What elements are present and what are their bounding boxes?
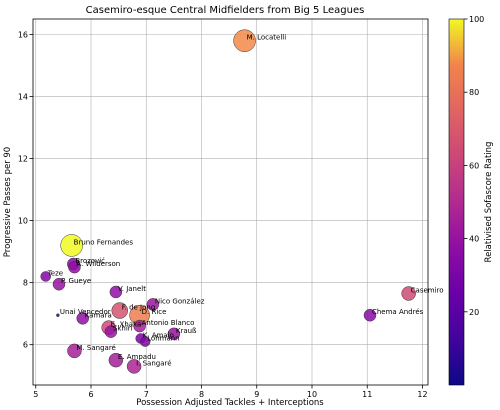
colorbar-gradient bbox=[448, 18, 465, 386]
x-tick-label: 8 bbox=[199, 390, 204, 399]
data-point bbox=[76, 312, 89, 325]
data-point bbox=[68, 260, 81, 274]
point-label: M. Locatelli bbox=[247, 34, 287, 42]
colorbar-tick-label: 80 bbox=[469, 88, 479, 97]
point-label: A. Wilderson bbox=[76, 260, 120, 268]
data-point bbox=[126, 359, 142, 374]
x-axis-label: Possession Adjusted Tackles + Intercepti… bbox=[136, 398, 324, 408]
grid bbox=[33, 19, 428, 385]
point-label: Brozović bbox=[75, 257, 105, 265]
y-tick-label: 6 bbox=[23, 341, 28, 350]
data-point bbox=[233, 29, 256, 52]
data-points bbox=[40, 29, 416, 374]
plot-frame bbox=[32, 18, 429, 386]
data-point bbox=[363, 308, 377, 322]
data-point bbox=[133, 319, 146, 333]
x-tick-label: 10 bbox=[307, 390, 317, 399]
point-label: Kamara bbox=[85, 311, 112, 319]
data-point bbox=[109, 285, 123, 299]
x-tick-label: 7 bbox=[144, 390, 149, 399]
y-tick-label: 16 bbox=[18, 31, 28, 40]
colorbar-tick-label: 60 bbox=[469, 161, 479, 170]
y-tick-label: 12 bbox=[18, 155, 28, 164]
colorbar-ticks: 20 40 60 80 100 bbox=[464, 15, 484, 317]
colorbar: 20 40 60 80 100 Relativised Sofascore Rating bbox=[448, 15, 494, 386]
y-tick-label: 8 bbox=[23, 279, 28, 288]
point-label: Casemiro bbox=[411, 287, 444, 295]
point-label: E. Ampadu bbox=[118, 353, 156, 361]
x-tick-label: 11 bbox=[362, 390, 372, 399]
data-point bbox=[40, 271, 51, 282]
point-label: K. Amajo bbox=[143, 331, 174, 339]
chart-title: Casemiro-esque Central Midfielders from … bbox=[86, 5, 365, 16]
data-point bbox=[139, 336, 151, 347]
data-point bbox=[167, 327, 181, 341]
point-label: P. Gueye bbox=[61, 277, 91, 285]
point-label: I. Sangaré bbox=[136, 359, 171, 367]
colorbar-label: Relativised Sofascore Rating bbox=[484, 142, 494, 263]
data-point bbox=[111, 302, 128, 319]
point-label: Lohmann bbox=[147, 335, 179, 343]
y-axis-label: Progressive Passes per 90 bbox=[3, 147, 13, 257]
data-point bbox=[146, 298, 160, 311]
y-axis-ticks: 6 8 10 12 14 16 bbox=[18, 31, 33, 350]
x-tick-label: 6 bbox=[88, 390, 93, 399]
point-label: Nico González bbox=[155, 297, 205, 305]
data-point bbox=[104, 325, 118, 338]
data-point bbox=[108, 352, 124, 368]
point-label: Antonio Blanco bbox=[142, 319, 195, 327]
point-label: Teze bbox=[47, 269, 63, 277]
colorbar-tick-label: 40 bbox=[469, 235, 479, 244]
colorbar-tick-label: 20 bbox=[469, 308, 479, 317]
y-tick-label: 10 bbox=[18, 217, 28, 226]
point-label: Bruno Fernandes bbox=[74, 238, 134, 246]
point-label: Chema Andrés bbox=[372, 308, 424, 316]
data-point bbox=[401, 286, 416, 301]
x-axis-ticks: 5 6 7 8 9 10 11 12 bbox=[33, 385, 428, 399]
point-label: Krauß bbox=[176, 327, 197, 335]
data-point bbox=[67, 343, 82, 359]
point-label: E. Xhaka bbox=[111, 321, 142, 329]
x-tick-label: 9 bbox=[254, 390, 259, 399]
x-tick-label: 12 bbox=[417, 390, 427, 399]
point-label: Skhiri bbox=[113, 325, 133, 333]
data-point bbox=[56, 313, 60, 317]
point-label: D. Rice bbox=[142, 308, 167, 316]
x-tick-label: 5 bbox=[33, 390, 38, 399]
data-point bbox=[52, 277, 66, 291]
point-label: Unai Vencedor bbox=[60, 308, 111, 316]
colorbar-tick-label: 100 bbox=[469, 15, 484, 24]
y-tick-label: 14 bbox=[18, 93, 28, 102]
data-point bbox=[60, 234, 83, 257]
point-label: M. Sangaré bbox=[76, 344, 115, 352]
point-label: V. Janelt bbox=[118, 285, 146, 293]
point-label: F. de Jong bbox=[122, 304, 156, 312]
